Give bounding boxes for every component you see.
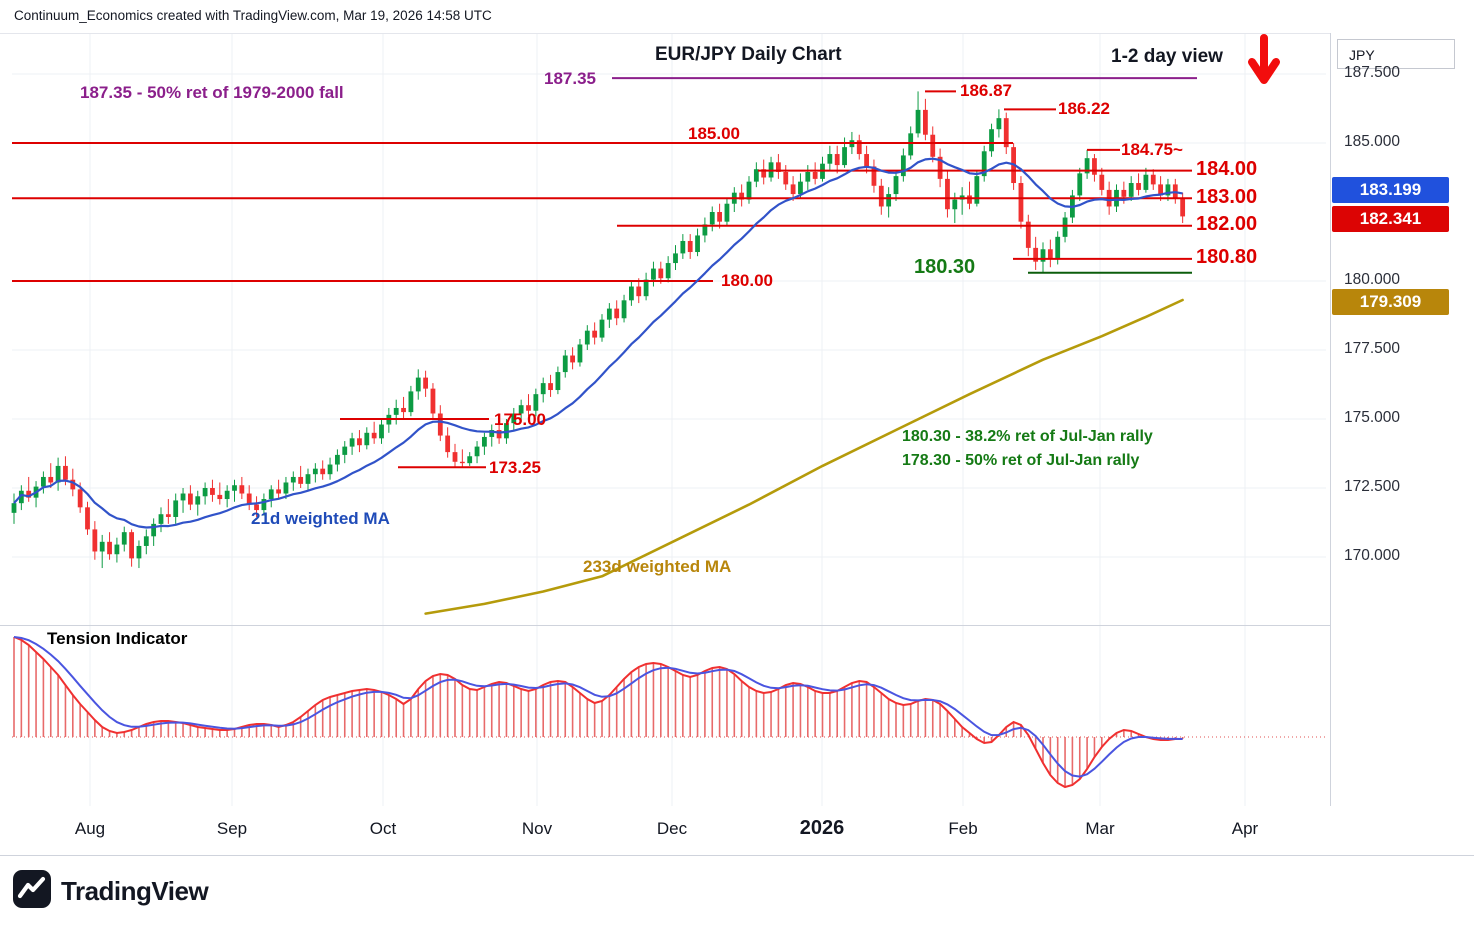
level-label: 173.25: [489, 458, 541, 477]
level-label: 182.00: [1196, 213, 1258, 235]
view-note-label: 1-2 day view: [1111, 46, 1223, 67]
price-badge: 183.199: [1332, 177, 1449, 203]
fib-annotation-jul-382: 180.30 - 38.2% ret of Jul-Jan rally: [902, 428, 1153, 445]
level-label: 186.87: [960, 81, 1012, 100]
chart-title: EUR/JPY Daily Chart: [655, 44, 842, 65]
attribution-text: Continuum_Economics created with Trading…: [14, 8, 492, 23]
level-label: 175.00: [494, 410, 546, 429]
tradingview-logo[interactable]: TradingView: [12, 869, 209, 914]
price-axis-label: 172.500: [1344, 478, 1401, 495]
price-badge: 179.309: [1332, 289, 1449, 315]
price-axis-label: 180.000: [1344, 271, 1401, 288]
price-axis-label: 177.500: [1344, 340, 1401, 357]
down-arrow-icon: [1247, 34, 1281, 93]
price-axis-label: 187.500: [1344, 64, 1401, 81]
level-label: 180.80: [1196, 246, 1258, 268]
tradingview-logo-text: TradingView: [61, 876, 209, 906]
time-axis-label: Dec: [656, 819, 688, 838]
price-axis-label: 185.000: [1344, 133, 1401, 150]
price-badge: 182.341: [1332, 206, 1449, 232]
time-axis-label: Oct: [369, 819, 397, 838]
header-divider: [0, 33, 1474, 34]
price-axis-label: 175.000: [1344, 409, 1401, 426]
price-axis[interactable]: JPY 187.500 185.000 180.000 177.500 175.000 1…: [1331, 33, 1474, 806]
price-axis-divider: [1330, 33, 1331, 855]
level-label: 187.35: [544, 69, 596, 88]
time-axis-label: Sep: [216, 819, 248, 838]
ma21-label: 21d weighted MA: [251, 509, 390, 528]
level-label: 185.00: [688, 124, 740, 143]
level-label: 183.00: [1196, 186, 1258, 208]
level-label: 186.22: [1058, 99, 1110, 118]
level-label: 180.00: [721, 271, 773, 290]
time-axis-label: 2026: [799, 817, 845, 839]
pane-divider[interactable]: [0, 625, 1474, 626]
level-label: 184.00: [1196, 158, 1258, 180]
time-axis-label: Apr: [1231, 819, 1259, 838]
time-axis-label: Mar: [1085, 819, 1115, 838]
time-axis-label: Aug: [74, 819, 106, 838]
tradingview-logo-icon: [12, 869, 52, 914]
ma233-label: 233d weighted MA: [583, 557, 732, 576]
fib-annotation-1979: 187.35 - 50% ret of 1979-2000 fall: [80, 83, 344, 102]
fib-annotation-jul-50: 178.30 - 50% ret of Jul-Jan rally: [902, 452, 1140, 469]
currency-selector[interactable]: JPY: [1337, 39, 1455, 69]
time-axis[interactable]: Aug Sep Oct Nov Dec 2026 Feb Mar Apr: [0, 806, 1474, 855]
time-axis-label: Nov: [521, 819, 553, 838]
time-axis-label: Feb: [948, 819, 978, 838]
tension-indicator-title: Tension Indicator: [47, 629, 188, 648]
bottom-divider: [0, 855, 1474, 856]
level-label: 184.75~: [1121, 140, 1183, 159]
level-label: 180.30: [914, 256, 976, 278]
price-axis-label: 170.000: [1344, 547, 1401, 564]
price-chart-canvas[interactable]: [0, 0, 1330, 856]
